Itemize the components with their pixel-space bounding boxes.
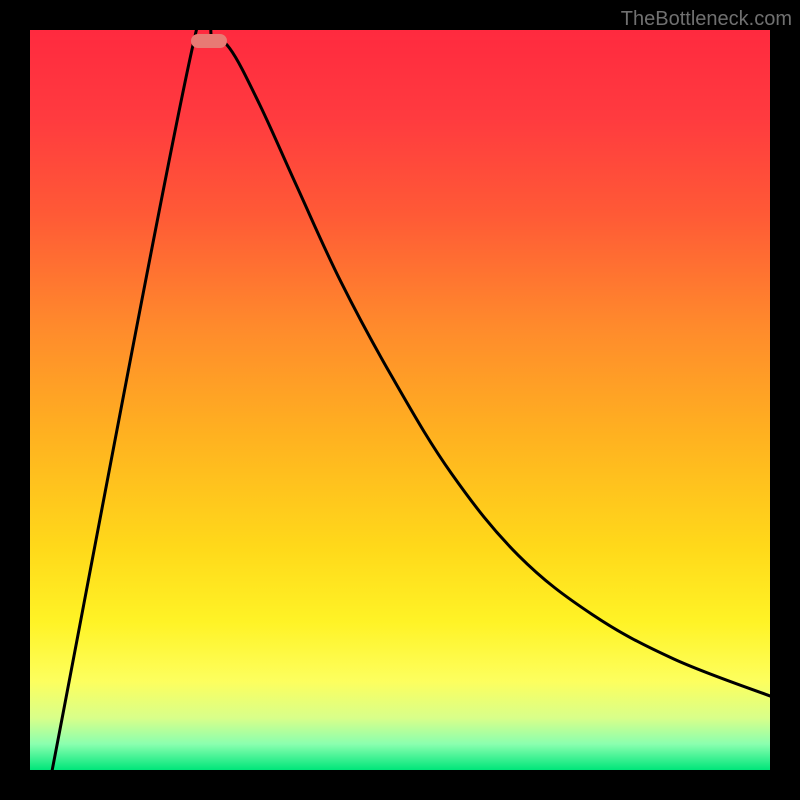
chart-curve — [30, 30, 770, 770]
chart-plot-area — [30, 30, 770, 770]
gradient-background — [30, 30, 770, 770]
minimum-marker — [191, 34, 227, 48]
watermark-text: TheBottleneck.com — [621, 8, 792, 31]
